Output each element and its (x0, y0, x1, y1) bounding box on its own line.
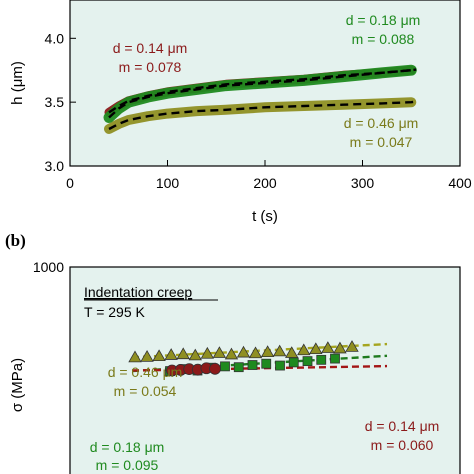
panel-b: (b) 1000 σ (MPa) Indentation creep T = 2… (5, 231, 461, 474)
annotation-a-d018-exponent: m = 0.088 (352, 31, 415, 47)
fit-layer-b (131, 342, 388, 373)
point-b-triangle-17 (333, 341, 347, 354)
point-b-triangle-16 (321, 341, 335, 353)
fit-b-olive (131, 342, 388, 359)
annotation-b-d018-exponent: m = 0.095 (96, 457, 159, 473)
annotation-b-d046: d = 0.46 μm m = 0.054 (108, 364, 183, 399)
series-layer-b (128, 340, 359, 377)
fit-b-red (131, 364, 388, 372)
point-b-triangle-12 (272, 344, 287, 357)
point-b-square-12 (330, 353, 340, 364)
point-b-square-5 (233, 362, 244, 373)
annotation-b-d014-diameter: d = 0.14 μm (365, 418, 440, 434)
y-tick-label-a-3.5: 3.5 (45, 94, 65, 110)
fit-a-olive (108, 100, 417, 131)
fit-a-green (108, 68, 417, 119)
point-b-triangle-7 (212, 346, 227, 358)
point-b-triangle-3 (164, 348, 178, 360)
point-b-triangle-0 (128, 350, 142, 363)
point-b-triangle-15 (309, 342, 323, 355)
point-b-square-9 (288, 357, 299, 368)
annotation-b-d014: d = 0.14 μm m = 0.060 (365, 418, 440, 453)
point-b-triangle-10 (248, 346, 263, 359)
annotation-a-d046-exponent: m = 0.047 (350, 134, 413, 150)
x-tick-label-a-100: 100 (156, 175, 180, 191)
x-tick-label-a-300: 300 (351, 175, 375, 191)
fit-b-green (131, 354, 388, 373)
panel-b-label: (b) (5, 231, 26, 250)
point-b-triangle-6 (200, 346, 215, 359)
point-b-square-7 (261, 358, 272, 369)
point-b-square-6 (247, 360, 258, 370)
x-axis-label-a: t (s) (252, 208, 278, 225)
point-b-square-10 (302, 356, 313, 367)
annotation-b-d014-exponent: m = 0.060 (371, 437, 434, 453)
annotation-b-d018-diameter: d = 0.18 μm (90, 439, 165, 455)
point-b-triangle-18 (345, 340, 359, 352)
point-b-triangle-4 (176, 347, 190, 360)
y-axis-label-b: σ (MPa) (9, 358, 26, 412)
panel-a: 0 100 200 300 400 3.0 3.5 4.0 h (μm) t (s) d = … (9, 0, 472, 225)
box-subtitle: T = 295 K (84, 304, 146, 320)
y-tick-label-a-4.0: 4.0 (45, 30, 65, 46)
point-b-triangle-14 (297, 343, 311, 356)
annotation-a-d018: d = 0.18 μm m = 0.088 (346, 12, 421, 47)
annotation-a-d018-diameter: d = 0.18 μm (346, 12, 421, 28)
point-b-triangle-1 (140, 350, 154, 362)
y-axis-label-a: h (μm) (9, 61, 26, 105)
point-b-triangle-5 (188, 348, 202, 361)
y-tick-label-a-3.0: 3.0 (45, 158, 65, 174)
point-b-square-11 (316, 354, 327, 365)
plot-frame-b (69, 266, 461, 474)
annotation-a-d014-exponent: m = 0.078 (119, 59, 182, 75)
annotation-b-d018: d = 0.18 μm m = 0.095 (90, 439, 165, 473)
point-b-triangle-8 (224, 347, 239, 360)
point-b-triangle-11 (260, 345, 275, 357)
point-b-triangle-2 (152, 349, 166, 362)
annotation-b-d046-diameter: d = 0.46 μm (108, 364, 183, 380)
annotation-a-d014-diameter: d = 0.14 μm (113, 40, 188, 56)
x-tick-label-a-400: 400 (448, 175, 472, 191)
x-tick-label-a-0: 0 (66, 175, 74, 191)
point-b-square-8 (275, 360, 285, 371)
box-title: Indentation creep (84, 284, 192, 300)
ticks-a: 0 100 200 300 400 3.0 3.5 4.0 (45, 30, 472, 191)
point-b-square-4 (220, 361, 230, 372)
x-tick-label-a-200: 200 (253, 175, 277, 191)
annotation-b-d046-exponent: m = 0.054 (114, 383, 177, 399)
annotation-a-d046-diameter: d = 0.46 μm (344, 115, 419, 131)
y-tick-label-b-1000: 1000 (33, 259, 64, 275)
annotation-a-d046: d = 0.46 μm m = 0.047 (344, 115, 419, 150)
point-b-circle-5 (209, 362, 221, 375)
point-b-triangle-9 (236, 345, 251, 358)
fit-layer-a (108, 68, 417, 131)
annotation-a-d014: d = 0.14 μm m = 0.078 (113, 40, 188, 75)
